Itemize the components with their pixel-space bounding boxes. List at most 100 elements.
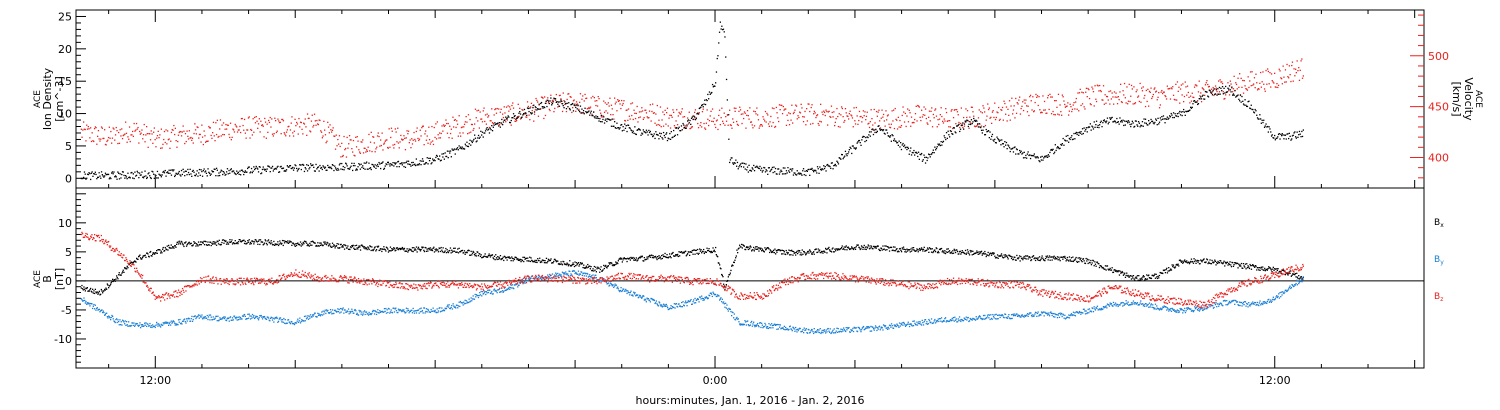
density-point [1205,91,1207,93]
velocity-point [967,120,969,122]
density-point [208,172,211,174]
density-point [514,115,516,117]
bx-point [1145,278,1147,281]
bx-point [749,245,751,247]
density-point [276,166,278,168]
velocity-point [1187,91,1189,94]
velocity-point [1118,99,1120,101]
bx-point [868,245,870,247]
velocity-point [588,106,590,109]
velocity-point [350,139,352,141]
bx-point [495,257,498,259]
density-point [963,123,966,125]
density-point [103,176,105,178]
density-point [620,124,622,126]
velocity-point [896,128,899,130]
velocity-point [429,143,431,145]
velocity-point [149,139,152,141]
bx-point [336,243,338,245]
bx-point [901,247,903,249]
density-point [754,166,756,168]
density-point [1291,135,1294,137]
bx-point [1037,257,1039,259]
bx-point [127,267,129,269]
bx-point [238,239,240,241]
velocity-point [205,140,208,142]
density-point [310,163,312,165]
velocity-point [1149,91,1151,93]
density-point [494,122,496,124]
density-point [898,140,900,142]
bx-point [791,249,793,251]
bx-point [310,241,312,243]
velocity-point [113,128,115,130]
bx-point [1176,263,1178,266]
density-point [756,165,758,167]
velocity-point [844,119,846,122]
bx-point [252,241,254,243]
velocity-point [381,132,383,134]
velocity-point [226,128,228,130]
velocity-point [1060,111,1062,113]
velocity-point [384,140,386,142]
velocity-point [260,120,262,122]
velocity-point [299,126,301,128]
velocity-point [128,126,131,128]
bx-point [1113,269,1115,271]
density-point [752,168,754,170]
velocity-point [1192,96,1194,98]
bx-point [587,263,589,266]
density-point [1107,123,1109,125]
bx-point [187,242,190,244]
velocity-point [394,143,396,146]
density-point [555,101,557,103]
velocity-point [504,112,506,114]
velocity-point [616,110,618,112]
density-point [671,136,673,139]
density-point [161,174,163,176]
velocity-point [1270,73,1273,75]
velocity-point [268,119,270,122]
density-point [1160,119,1162,121]
bx-point [961,250,963,252]
bx-point [186,244,188,246]
density-point [503,119,505,121]
velocity-point [984,124,987,127]
velocity-point [1116,96,1118,98]
density-point [179,174,181,176]
bx-point [965,253,967,255]
bx-point [103,290,105,292]
velocity-point [600,116,602,118]
density-point [914,154,916,156]
bx-point [781,249,783,251]
density-point [145,175,147,177]
density-point [722,28,725,30]
velocity-point [535,97,537,100]
bx-point [493,255,496,257]
velocity-point [1081,91,1083,93]
bx-point [518,258,520,261]
velocity-point [1186,94,1188,96]
velocity-point [394,128,396,130]
velocity-point [831,111,833,114]
velocity-point [514,120,516,122]
bx-point [409,248,412,251]
density-point [86,177,88,179]
velocity-point [1107,99,1109,101]
density-point [956,125,958,127]
density-point [646,131,648,133]
density-point [164,169,166,172]
velocity-point [1167,88,1169,90]
bx-point [757,248,759,250]
velocity-point [186,130,188,132]
density-point [1106,117,1109,119]
velocity-point [1216,90,1218,93]
velocity-point [512,102,514,104]
velocity-point [917,104,919,107]
bx-point [1021,257,1023,259]
density-point [1016,149,1018,151]
density-point [442,153,445,155]
velocity-point [88,128,90,130]
velocity-point [1197,100,1199,102]
bx-point [792,254,794,256]
